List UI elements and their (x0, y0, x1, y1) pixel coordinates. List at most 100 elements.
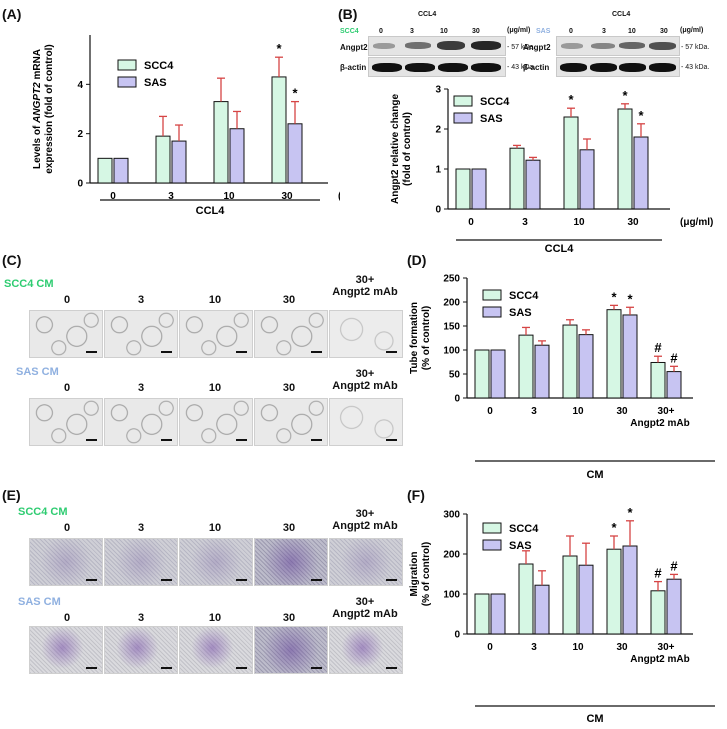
chart-d-xtick-label: 3 (531, 406, 537, 417)
chart-d-extra-label: Angpt2 mAb (630, 418, 689, 429)
chart-b-ytick-label: 2 (435, 125, 441, 136)
chart-a-xtick-label: 10 (223, 191, 235, 202)
signif-f-1-4: # (670, 558, 678, 573)
chart-b-ylabel-line: (fold of control) (402, 112, 413, 186)
chart-b-ytick-label: 0 (435, 205, 441, 216)
legend-a-label-0: SCC4 (144, 60, 174, 72)
bar-b-scc4-0 (455, 168, 471, 210)
bar-d-sas-4 (666, 371, 682, 399)
micrograph-c-sas-mab (329, 398, 403, 446)
bar-d-sas-2 (578, 334, 594, 399)
panel-e-col-0: 0 (63, 522, 71, 534)
panel-label-e: (E) (2, 487, 21, 503)
legend-f-swatch-0 (482, 522, 502, 534)
panel-c-sas-col-3: 3 (137, 382, 145, 394)
bar-b-sas-2 (579, 149, 595, 210)
panel-e-sas-col-10: 10 (208, 612, 222, 624)
chart-b-group-label: CCL4 (545, 243, 575, 255)
panel-label-b: (B) (338, 6, 358, 22)
blot-sas-dose-0: 0 (569, 28, 573, 35)
legend-d-swatch-0 (482, 289, 502, 301)
signif-d-1-3: * (627, 291, 633, 306)
chart-a-unit: (μg/ml) (338, 191, 340, 202)
blot-scc4-bactin-strip (368, 57, 506, 77)
chart-b-xtick-label: 3 (522, 217, 528, 228)
chart-a-xtick-label: 30 (281, 191, 293, 202)
legend-d-swatch-1 (482, 306, 502, 318)
chart-f-ytick-label: 0 (454, 630, 460, 641)
chart-d-xtick-label: 30 (616, 406, 628, 417)
chart-d-ytick-label: 50 (449, 370, 461, 381)
bar-b-scc4-1 (509, 147, 525, 210)
signif-d-1-4: # (670, 350, 678, 365)
bar-a-scc4-0 (97, 157, 113, 184)
blot-sas-43kda: - 43 kDa. (681, 64, 710, 71)
bar-f-scc4-1 (518, 563, 534, 635)
bar-f-sas-1 (534, 584, 550, 635)
chart-b-unit: (μg/ml) (680, 217, 713, 228)
panel-c-sas-col-10: 10 (208, 382, 222, 394)
chart-b-ytick-label: 3 (435, 85, 441, 96)
micrograph-c-scc4-10 (179, 310, 253, 358)
panel-c-scc4-row-title: SCC4 CM (4, 278, 54, 290)
chart-d-xtick-label: 10 (572, 406, 584, 417)
chart-f-xtick-label: 10 (572, 642, 584, 653)
blot-sas-bactin-strip (556, 57, 680, 77)
micrograph-c-sas-0 (29, 398, 103, 446)
blot-scc4-dose-30: 30 (472, 28, 480, 35)
chart-f-migration: 0 100 200 300 Migration (% of control) 0 3 10 * * 3… (409, 505, 715, 725)
bar-f-sas-2 (578, 564, 594, 635)
signif-d-0-4: # (654, 340, 662, 355)
micrograph-c-sas-3 (104, 398, 178, 446)
bar-f-scc4-4 (650, 590, 666, 635)
signif-f-0-3: * (611, 520, 617, 535)
blot-scc4-dose-0: 0 (379, 28, 383, 35)
chart-b-xtick-label: 0 (468, 217, 474, 228)
chart-a-mrna: 0 2 4 Levels of ANGPT2 mRNA expression (fold… (32, 35, 340, 217)
bar-a-sas-0 (113, 157, 129, 184)
bar-b-sas-1 (525, 159, 541, 210)
micrograph-e-scc4-0 (29, 538, 103, 586)
bar-f-sas-0 (490, 593, 506, 635)
blot-sas-dose-30: 30 (660, 28, 668, 35)
bar-b-scc4-2 (563, 116, 579, 210)
bar-f-scc4-0 (474, 593, 490, 635)
panel-c-col-mab: 30+ Angpt2 mAb (332, 274, 398, 298)
chart-f-extra-label: Angpt2 mAb (630, 654, 689, 665)
panel-e-col-30: 30 (282, 522, 296, 534)
signif-f-0-4: # (654, 566, 662, 581)
blot-sas-57kda: - 57 kDa. (681, 44, 710, 51)
blot-scc4-angpt2-label: Angpt2 (340, 43, 368, 52)
legend-d-label-1: SAS (509, 307, 532, 319)
chart-f-xtick-label: 30+ (658, 642, 675, 653)
micrograph-e-scc4-3 (104, 538, 178, 586)
chart-a-ylabel-line: Levels of ANGPT2 mRNA (32, 49, 43, 169)
chart-b-xtick-label: 30 (627, 217, 639, 228)
bar-d-sas-1 (534, 344, 550, 399)
bar-d-scc4-3 (606, 309, 622, 399)
micrograph-c-sas-30 (254, 398, 328, 446)
chart-d-group-label: CM (586, 469, 603, 481)
micrograph-e-scc4-mab (329, 538, 403, 586)
panel-e-sas-col-0: 0 (63, 612, 71, 624)
bar-d-scc4-1 (518, 334, 534, 399)
bar-a-sas-2 (229, 128, 245, 184)
bar-d-scc4-4 (650, 361, 666, 399)
panel-e-col-mab: 30+ Angpt2 mAb (332, 508, 398, 532)
bar-a-scc4-1 (155, 135, 171, 184)
panel-label-c: (C) (2, 252, 22, 268)
chart-d-ytick-label: 200 (443, 298, 460, 309)
panel-c-col-3: 3 (137, 294, 145, 306)
chart-a-xtick-label: 0 (110, 191, 116, 202)
panel-e-col-10: 10 (208, 522, 222, 534)
panel-c-sas-row-title: SAS CM (16, 366, 59, 378)
panel-c-col-10: 10 (208, 294, 222, 306)
legend-f-swatch-1 (482, 539, 502, 551)
panel-e-scc4-row-title: SCC4 CM (18, 506, 68, 518)
legend-b-swatch-1 (453, 112, 473, 124)
bar-f-sas-3 (622, 545, 638, 635)
legend-f-label-1: SAS (509, 540, 532, 552)
chart-f-ylabel-line: (% of control) (421, 542, 432, 606)
chart-d-ytick-label: 250 (443, 274, 460, 285)
micrograph-c-scc4-3 (104, 310, 178, 358)
